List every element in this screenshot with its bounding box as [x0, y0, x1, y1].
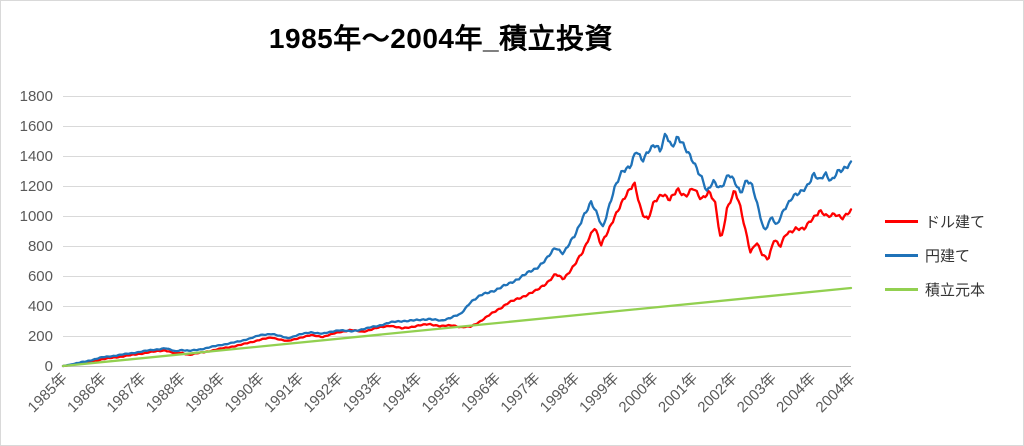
- y-tick-label: 600: [28, 268, 53, 285]
- legend-item-yen: 円建て: [885, 245, 985, 266]
- x-axis-tick-labels: 1985年1986年1987年1988年1989年1990年1991年1992年…: [25, 370, 859, 416]
- y-tick-label: 1400: [20, 148, 53, 165]
- x-tick-label: 1999年: [576, 370, 622, 416]
- y-tick-label: 1800: [20, 88, 53, 105]
- x-tick-label: 1989年: [182, 370, 228, 416]
- x-tick-label: 1997年: [497, 370, 543, 416]
- y-tick-label: 400: [28, 298, 53, 315]
- series-line-principal: [61, 286, 853, 368]
- legend-label: ドル建て: [925, 214, 986, 231]
- chart-title: 1985年～2004年_積立投資: [268, 23, 614, 54]
- y-tick-label: 1200: [20, 178, 53, 195]
- x-tick-label: 1990年: [222, 370, 268, 416]
- y-tick-label: 1600: [20, 118, 53, 135]
- x-tick-label: 2004年: [773, 370, 819, 416]
- x-tick-label: 1986年: [64, 370, 110, 416]
- legend-line-swatch: [885, 254, 918, 257]
- legend-line-swatch: [885, 288, 918, 291]
- y-tick-label: 1000: [20, 208, 53, 225]
- y-tick-label: 200: [28, 328, 53, 345]
- legend-label: 円建て: [925, 248, 971, 265]
- series-line-dollar: [61, 181, 853, 368]
- x-tick-label: 1995年: [419, 370, 465, 416]
- x-tick-label: 2002年: [694, 370, 740, 416]
- legend: ドル建て円建て積立元本: [885, 211, 985, 313]
- x-tick-label: 1987年: [103, 370, 149, 416]
- x-tick-label: 1991年: [261, 370, 307, 416]
- x-tick-label: 1998年: [537, 370, 583, 416]
- y-axis-tick-labels: 0 200 400 600 800 1000 1200 1400 1600 1800: [20, 88, 53, 375]
- x-tick-label: 1985年: [25, 370, 71, 416]
- x-tick-label: 1988年: [143, 370, 189, 416]
- legend-item-principal: 積立元本: [885, 279, 985, 300]
- y-tick-label: 800: [28, 238, 53, 255]
- x-tick-label: 2003年: [734, 370, 780, 416]
- x-tick-label: 1996年: [458, 370, 504, 416]
- x-tick-label: 2004年: [813, 370, 859, 416]
- legend-item-dollar: ドル建て: [885, 211, 985, 232]
- series-line-yen: [61, 132, 853, 368]
- y-tick-label: 0: [45, 358, 53, 375]
- x-tick-label: 1994年: [379, 370, 425, 416]
- legend-label: 積立元本: [925, 282, 986, 299]
- x-tick-label: 1992年: [300, 370, 346, 416]
- legend-line-swatch: [885, 220, 918, 223]
- x-tick-label: 2000年: [616, 370, 662, 416]
- x-tick-label: 2001年: [655, 370, 701, 416]
- x-tick-label: 1993年: [340, 370, 386, 416]
